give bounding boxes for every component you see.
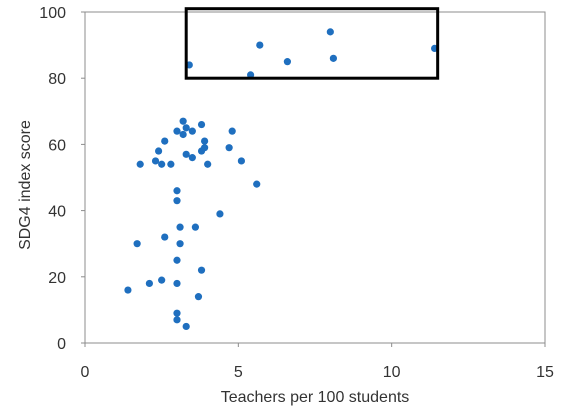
data-point bbox=[161, 137, 169, 145]
data-point bbox=[176, 240, 184, 248]
data-point bbox=[237, 157, 245, 165]
data-point bbox=[182, 124, 190, 132]
y-tick-label: 80 bbox=[48, 71, 66, 88]
x-tick-label: 10 bbox=[383, 364, 401, 381]
data-point bbox=[283, 58, 291, 66]
data-point bbox=[188, 154, 196, 162]
y-tick-label: 0 bbox=[57, 336, 66, 353]
x-tick-label: 0 bbox=[81, 364, 90, 381]
y-axis-title: SDG4 index score bbox=[17, 120, 34, 250]
data-point bbox=[155, 147, 163, 155]
data-point bbox=[197, 266, 206, 274]
data-point bbox=[194, 293, 203, 301]
data-point bbox=[151, 157, 160, 165]
data-point bbox=[158, 276, 166, 284]
x-tick-label: 5 bbox=[234, 364, 243, 381]
data-point bbox=[133, 240, 141, 248]
data-point bbox=[173, 279, 181, 288]
data-point bbox=[329, 54, 337, 62]
data-point bbox=[173, 127, 181, 135]
x-axis-title: Teachers per 100 students bbox=[221, 389, 410, 406]
data-point bbox=[191, 223, 199, 231]
y-tick-label: 100 bbox=[39, 5, 66, 22]
data-point bbox=[188, 127, 196, 135]
data-point bbox=[216, 210, 224, 218]
data-point bbox=[225, 144, 233, 152]
data-point bbox=[228, 127, 236, 135]
data-point bbox=[176, 223, 184, 231]
data-point bbox=[167, 160, 175, 168]
y-tick-label: 60 bbox=[48, 137, 66, 154]
data-point bbox=[204, 160, 212, 168]
highlight-box bbox=[184, 7, 440, 80]
data-point bbox=[253, 180, 261, 188]
data-point bbox=[145, 279, 153, 288]
data-point bbox=[124, 286, 132, 294]
data-point bbox=[201, 137, 209, 145]
data-point bbox=[161, 233, 169, 241]
data-point bbox=[173, 309, 181, 317]
data-point bbox=[326, 28, 334, 36]
data-point bbox=[173, 187, 181, 195]
data-point bbox=[197, 120, 206, 129]
data-point bbox=[158, 160, 166, 168]
data-point bbox=[179, 130, 187, 139]
data-point bbox=[173, 256, 181, 264]
data-point bbox=[256, 41, 264, 49]
y-tick-label: 40 bbox=[48, 204, 66, 221]
data-point bbox=[182, 150, 190, 158]
data-point bbox=[201, 144, 209, 152]
data-point bbox=[247, 71, 255, 79]
data-point bbox=[173, 316, 181, 324]
y-tick-label: 20 bbox=[48, 270, 66, 287]
data-point bbox=[136, 160, 144, 168]
data-point bbox=[182, 322, 190, 331]
x-tick-label: 15 bbox=[536, 364, 554, 381]
data-point bbox=[173, 197, 181, 205]
data-point bbox=[179, 117, 187, 125]
plot-area-frame bbox=[84, 11, 546, 344]
